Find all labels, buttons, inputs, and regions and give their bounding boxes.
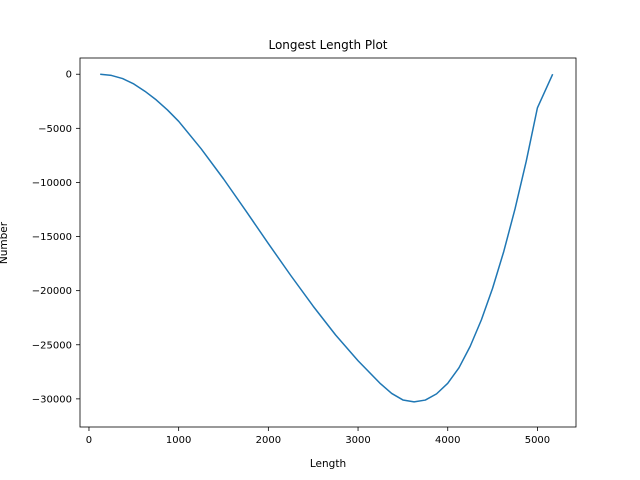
plot-frame	[79, 57, 577, 428]
y-tick-label: −30000	[32, 394, 72, 405]
y-axis: 0 −5000 −10000 −15000 −20000 −25000 −30000	[32, 70, 80, 405]
series-line	[100, 73, 554, 403]
x-tick-label: 1000	[166, 435, 191, 446]
x-tick-label: 3000	[345, 435, 370, 446]
chart-title: Longest Length Plot	[268, 38, 387, 52]
y-tick-label: −10000	[32, 178, 72, 189]
y-tick-label: 0	[66, 70, 72, 81]
y-axis-label: Number	[0, 221, 10, 264]
x-tick-label: 5000	[525, 435, 550, 446]
y-tick-label: −25000	[32, 340, 72, 351]
x-tick-label: 4000	[435, 435, 460, 446]
x-axis: 0 1000 2000 3000 4000 5000	[86, 427, 550, 446]
y-tick-label: −5000	[38, 124, 72, 135]
x-tick-label: 0	[86, 435, 92, 446]
y-tick-label: −15000	[32, 232, 72, 243]
x-tick-label: 2000	[256, 435, 281, 446]
y-tick-label: −20000	[32, 286, 72, 297]
series-layer	[100, 73, 554, 403]
x-axis-label: Length	[310, 458, 346, 470]
